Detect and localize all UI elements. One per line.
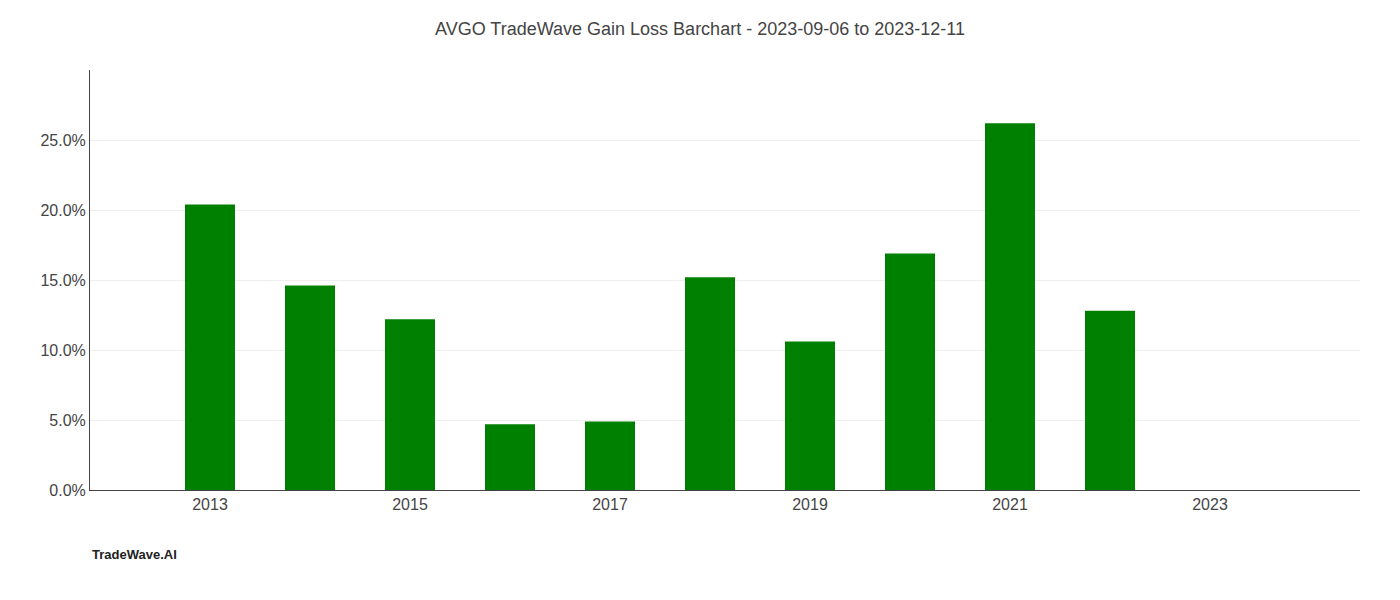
svg-text:2017: 2017 <box>592 496 628 513</box>
svg-text:5.0%: 5.0% <box>49 412 85 429</box>
svg-text:20.0%: 20.0% <box>40 202 85 219</box>
svg-text:2023: 2023 <box>1192 496 1228 513</box>
svg-text:2015: 2015 <box>392 496 428 513</box>
svg-text:2013: 2013 <box>192 496 228 513</box>
svg-text:25.0%: 25.0% <box>40 132 85 149</box>
svg-text:15.0%: 15.0% <box>40 272 85 289</box>
svg-text:AVGO TradeWave Gain Loss Barch: AVGO TradeWave Gain Loss Barchart - 2023… <box>435 19 965 39</box>
svg-text:2021: 2021 <box>992 496 1028 513</box>
svg-text:2019: 2019 <box>792 496 828 513</box>
svg-text:0.0%: 0.0% <box>49 482 85 499</box>
svg-text:TradeWave.AI: TradeWave.AI <box>92 547 177 562</box>
svg-text:10.0%: 10.0% <box>40 342 85 359</box>
